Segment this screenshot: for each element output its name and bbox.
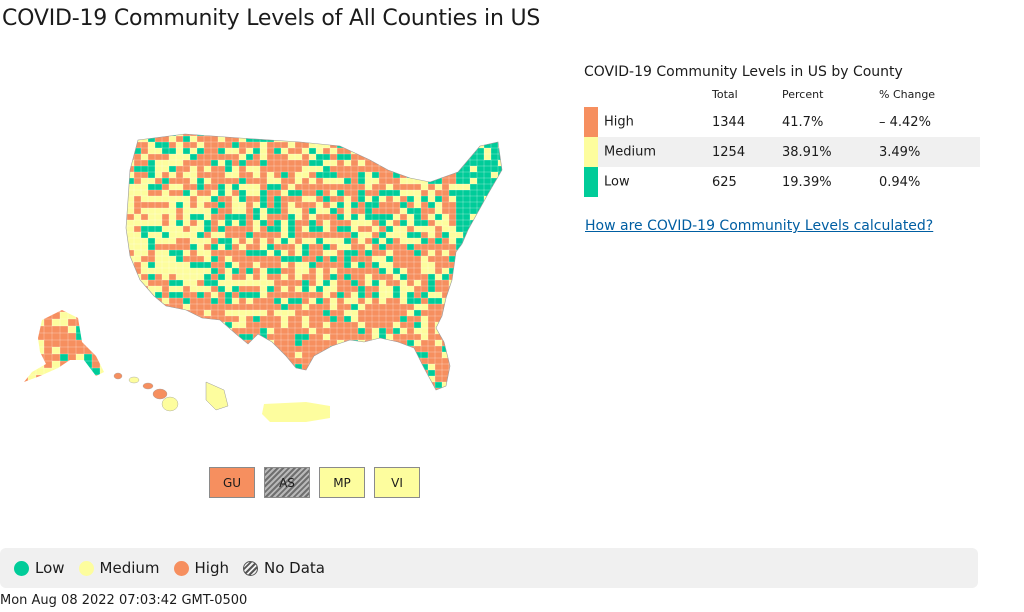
table-row: High 1344 41.7% – 4.42% [584, 107, 980, 137]
header-percent: Percent [782, 88, 824, 101]
change-value: 3.49% [879, 137, 980, 167]
percent-value: 19.39% [782, 174, 832, 190]
legend-high-label: High [194, 559, 230, 577]
summary-table: Total Percent % Change High 1344 41.7% –… [584, 88, 980, 197]
legend-no-data[interactable]: No Data [243, 559, 325, 577]
header-total: Total [712, 88, 738, 101]
level-label: High [604, 114, 634, 130]
last-updated-timestamp: Mon Aug 08 2022 07:03:42 GMT-0500 [0, 593, 248, 608]
level-label: Low [604, 174, 630, 190]
legend-high[interactable]: High [173, 559, 230, 577]
table-row: Medium 1254 38.91% 3.49% [584, 137, 980, 167]
no-data-hatch-icon [243, 560, 259, 576]
total-value: 1254 [712, 137, 782, 167]
low-swatch [584, 167, 598, 197]
territory-mp[interactable]: MP [319, 467, 365, 498]
puerto-rico-municipios[interactable] [260, 398, 335, 426]
territory-as[interactable]: AS [264, 467, 310, 498]
medium-dot-icon [78, 560, 94, 576]
legend-medium[interactable]: Medium [78, 559, 160, 577]
summary-panel: COVID-19 Community Levels in US by Count… [584, 64, 980, 197]
hawaii-counties[interactable] [113, 372, 229, 412]
legend-medium-label: Medium [99, 559, 160, 577]
level-label: Medium [604, 144, 656, 160]
territory-gu[interactable]: GU [209, 467, 255, 498]
header-change: % Change [879, 88, 936, 101]
legend-low-label: Low [35, 559, 65, 577]
change-value: 0.94% [879, 174, 921, 190]
total-value: 1344 [712, 114, 746, 130]
map-legend: Low Medium High No Data [0, 548, 978, 588]
contiguous-us-counties[interactable] [120, 130, 512, 400]
territory-vi[interactable]: VI [374, 467, 420, 498]
high-dot-icon [173, 560, 189, 576]
change-value: – 4.42% [879, 114, 931, 130]
legend-no-data-label: No Data [264, 559, 325, 577]
territory-boxes: GU AS MP VI [209, 467, 420, 498]
page-title: COVID-19 Community Levels of All Countie… [2, 6, 541, 31]
total-value: 625 [712, 174, 737, 190]
high-swatch [584, 107, 598, 137]
low-dot-icon [14, 560, 29, 576]
percent-value: 38.91% [782, 137, 879, 167]
percent-value: 41.7% [782, 114, 824, 130]
medium-swatch [584, 137, 598, 167]
table-row: Low 625 19.39% 0.94% [584, 167, 980, 197]
us-county-map[interactable] [10, 120, 530, 430]
summary-title: COVID-19 Community Levels in US by Count… [584, 64, 903, 80]
alaska-counties[interactable] [20, 305, 116, 389]
legend-low[interactable]: Low [14, 559, 65, 577]
community-levels-calculation-link[interactable]: How are COVID-19 Community Levels calcul… [585, 218, 934, 234]
header-level [584, 88, 712, 107]
